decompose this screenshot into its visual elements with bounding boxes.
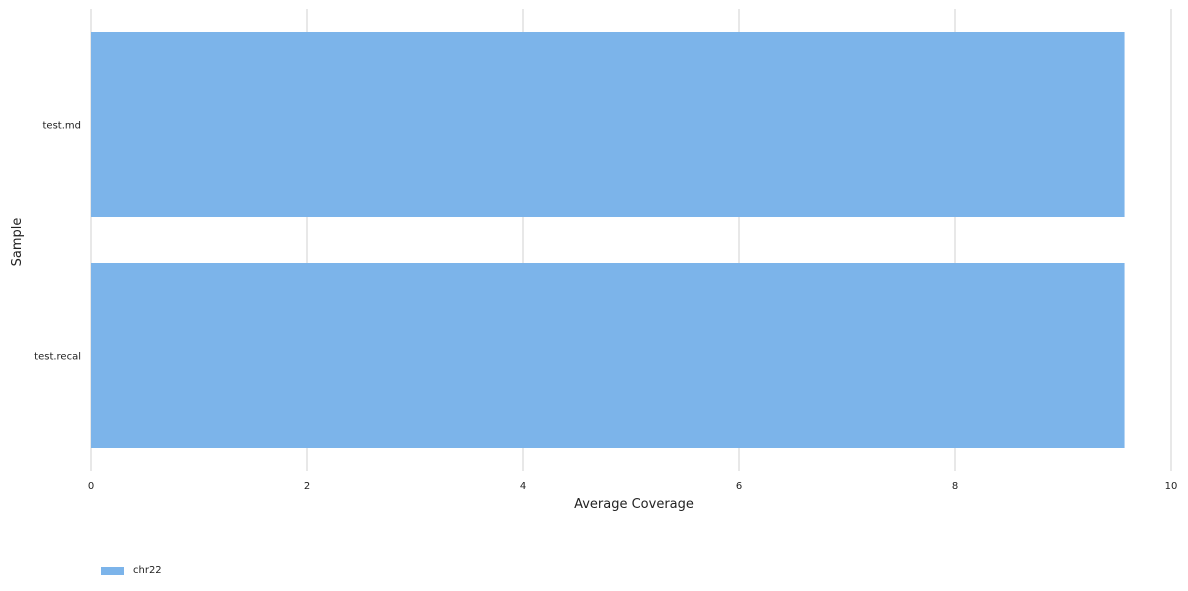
y-tick-label: test.md: [43, 121, 81, 132]
legend-label-chr22: chr22: [133, 565, 162, 576]
legend-swatch-chr22: [101, 566, 124, 575]
y-axis-title: Sample: [10, 218, 25, 267]
x-tick-labels: 0 2 4 6 8 10: [88, 481, 1178, 492]
legend: chr22: [101, 565, 162, 576]
bar-test-md[interactable]: [91, 32, 1125, 217]
x-tick-label: 2: [304, 481, 310, 492]
x-tick-label: 8: [952, 481, 958, 492]
y-tick-labels: test.md test.recal: [34, 121, 81, 363]
bars: [91, 32, 1125, 448]
bar-test-recal[interactable]: [91, 263, 1125, 448]
x-tick-label: 0: [88, 481, 94, 492]
x-tick-label: 10: [1165, 481, 1178, 492]
x-axis-title: Average Coverage: [574, 497, 694, 512]
y-tick-label: test.recal: [34, 352, 81, 363]
x-tick-label: 6: [736, 481, 742, 492]
x-tick-label: 4: [520, 481, 526, 492]
